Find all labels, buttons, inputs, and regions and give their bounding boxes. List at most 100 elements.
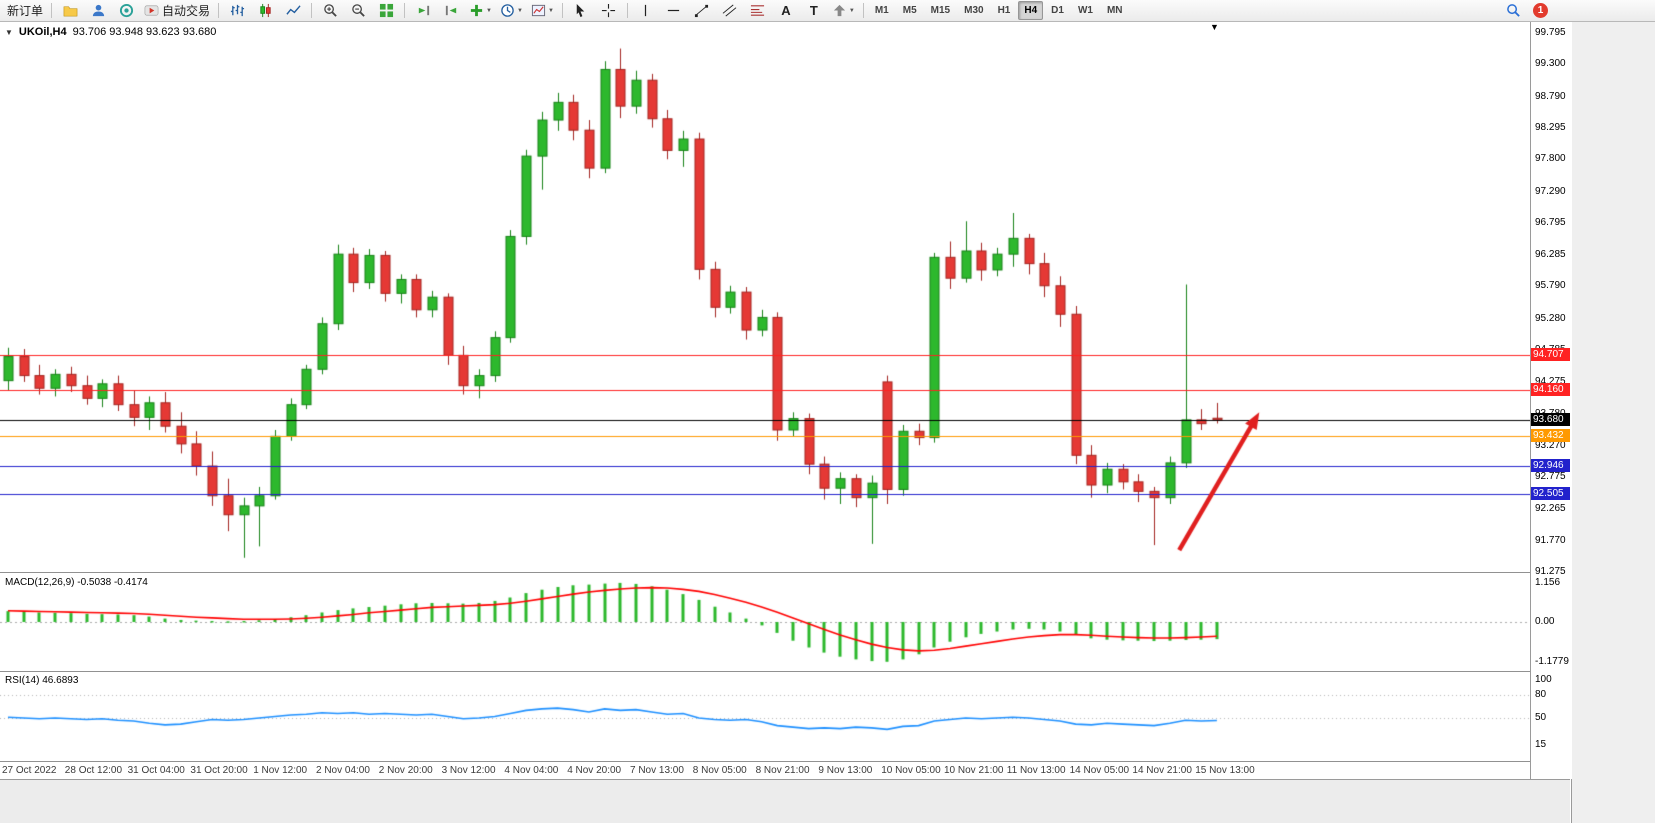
- time-label: 7 Nov 13:00: [630, 765, 684, 776]
- trendline-icon: [695, 4, 709, 18]
- toolbar-separator: [311, 3, 313, 18]
- periods-button[interactable]: ▼: [496, 1, 527, 21]
- chevron-down-icon: ▼: [486, 7, 492, 14]
- market-watch-button[interactable]: [84, 1, 112, 21]
- text-tool[interactable]: A: [772, 1, 800, 21]
- bar-chart-button[interactable]: [223, 1, 251, 21]
- search-button[interactable]: [1499, 1, 1527, 21]
- templates-button[interactable]: ▼: [527, 1, 558, 21]
- label-tool[interactable]: T: [800, 1, 828, 21]
- timeframe-m5[interactable]: M5: [902, 5, 917, 16]
- right-gutter: [1572, 22, 1655, 823]
- channel-icon: [723, 4, 737, 17]
- channel-tool[interactable]: [716, 1, 744, 21]
- price-tag: 92.946: [1531, 459, 1570, 473]
- one-click-trading-toggle[interactable]: ▼: [5, 27, 13, 37]
- time-label: 2 Nov 20:00: [378, 765, 433, 776]
- candlestick-chart-button[interactable]: [251, 1, 279, 21]
- line-chart-button[interactable]: [279, 1, 307, 21]
- community-button[interactable]: [112, 1, 140, 21]
- fibonacci-tool[interactable]: [744, 1, 772, 21]
- price-tag: 92.505: [1531, 487, 1570, 501]
- text-a-icon: A: [781, 3, 791, 18]
- time-axis[interactable]: 27 Oct 2022 28 Oct 12:00 31 Oct 04:00 31 Oc…: [0, 762, 1530, 779]
- auto-trading-label: 自动交易: [162, 4, 211, 18]
- notification-badge[interactable]: 1: [1533, 3, 1548, 18]
- pane-separator: [0, 761, 1572, 762]
- zoom-out-button[interactable]: [344, 1, 372, 21]
- trendline-tool[interactable]: [688, 1, 716, 21]
- zoom-out-icon: [351, 4, 365, 17]
- price-tick: 95.790: [1535, 280, 1566, 292]
- globe-icon: [119, 3, 133, 18]
- zoom-in-icon: [323, 4, 337, 17]
- clock-icon: [501, 4, 514, 17]
- toolbar-separator: [51, 3, 53, 18]
- auto-scroll-button[interactable]: [409, 1, 437, 21]
- time-label: 14 Nov 05:00: [1069, 765, 1130, 776]
- symbol-period-label: UKOil,H4: [18, 26, 67, 38]
- arrow-shape-icon: [833, 4, 846, 17]
- timeframe-d1[interactable]: D1: [1051, 5, 1064, 16]
- toolbar: 新订单 自动交易 ▼ ▼: [0, 0, 1655, 22]
- price-tag: 93.680: [1531, 412, 1570, 426]
- cursor-button[interactable]: [567, 1, 595, 21]
- macd-tick: -1.1779: [1535, 656, 1569, 668]
- pane-separator[interactable]: [0, 671, 1572, 672]
- price-tick: 99.300: [1535, 58, 1566, 70]
- price-tick: 96.795: [1535, 216, 1566, 228]
- macd-canvas[interactable]: [0, 574, 1530, 670]
- rsi-canvas[interactable]: [0, 673, 1530, 760]
- label-t-icon: T: [809, 3, 818, 18]
- macd-tick: 1.156: [1535, 576, 1561, 588]
- chart-window: ▼ UKOil,H4 93.706 93.948 93.623 93.680 ▼…: [0, 22, 1572, 823]
- toolbar-right-group: 1: [1499, 1, 1548, 21]
- price-chart-canvas[interactable]: [0, 22, 1530, 572]
- time-label: 8 Nov 05:00: [692, 765, 747, 776]
- toolbar-separator: [862, 3, 864, 18]
- rsi-tick: 15: [1535, 738, 1547, 750]
- pane-separator[interactable]: [0, 572, 1572, 573]
- timeframe-mn[interactable]: MN: [1106, 5, 1123, 16]
- tile-windows-icon: [379, 3, 393, 18]
- auto-trading-button[interactable]: 自动交易: [140, 1, 214, 21]
- timeframe-w1[interactable]: W1: [1077, 5, 1093, 16]
- new-order-button[interactable]: 新订单: [7, 4, 44, 18]
- zoom-in-button[interactable]: [316, 1, 344, 21]
- macd-label: MACD(12,26,9) -0.5038 -0.4174: [5, 577, 148, 588]
- price-tag: 94.707: [1531, 347, 1570, 361]
- toolbar-separator: [626, 3, 628, 18]
- chevron-down-icon: ▼: [547, 7, 554, 14]
- price-tick: 99.795: [1535, 27, 1566, 39]
- price-tick: 92.265: [1535, 503, 1566, 515]
- time-label: 31 Oct 04:00: [127, 765, 185, 776]
- vertical-line-tool[interactable]: [632, 1, 660, 21]
- chart-shift-marker[interactable]: ▼: [1210, 22, 1219, 32]
- chart-shift-button[interactable]: [437, 1, 465, 21]
- crosshair-button[interactable]: [595, 1, 623, 21]
- shapes-tool[interactable]: ▼: [828, 1, 859, 21]
- price-tick: 97.290: [1535, 185, 1566, 197]
- cursor-icon: [577, 3, 585, 18]
- bar-chart-icon: [230, 4, 244, 17]
- time-label: 31 Oct 20:00: [190, 765, 248, 776]
- time-label: 27 Oct 2022: [2, 765, 57, 776]
- window-bottom-area: [0, 779, 1570, 823]
- timeframe-m30[interactable]: M30: [964, 5, 984, 16]
- time-label: 1 Nov 12:00: [253, 765, 308, 776]
- price-tick: 97.800: [1535, 153, 1566, 165]
- chart-header: ▼ UKOil,H4 93.706 93.948 93.623 93.680: [5, 26, 216, 38]
- timeframe-h4[interactable]: H4: [1018, 1, 1044, 20]
- time-label: 10 Nov 21:00: [944, 765, 1004, 776]
- time-label: 10 Nov 05:00: [881, 765, 941, 776]
- indicators-button[interactable]: ▼: [465, 1, 496, 21]
- toolbar-separator: [218, 3, 220, 18]
- horizontal-line-tool[interactable]: [660, 1, 688, 21]
- timeframe-m1[interactable]: M1: [874, 5, 889, 16]
- timeframe-m15[interactable]: M15: [930, 5, 951, 16]
- tile-windows-button[interactable]: [372, 1, 400, 21]
- timeframe-h1[interactable]: H1: [997, 5, 1011, 16]
- price-axis[interactable]: 99.795 99.300 98.790 98.295 97.800 97.290 96.7…: [1530, 22, 1572, 779]
- profiles-button[interactable]: [56, 1, 84, 21]
- rsi-tick: 80: [1535, 689, 1547, 701]
